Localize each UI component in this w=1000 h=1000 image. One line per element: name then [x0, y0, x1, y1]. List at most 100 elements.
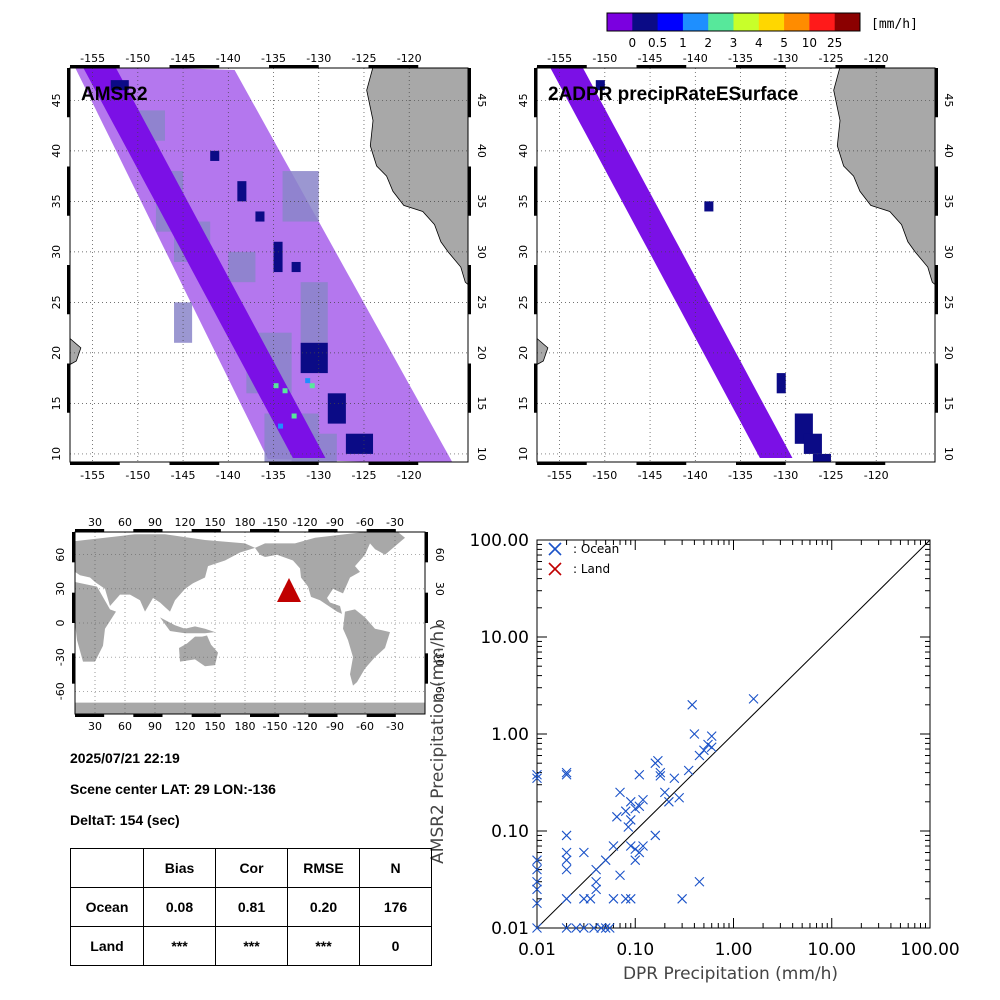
- scatter-point: [608, 841, 619, 851]
- stats-cell: ***: [215, 926, 288, 966]
- scatter-point: [669, 773, 680, 784]
- lon-tick-label: -150: [125, 52, 150, 65]
- frame-stripe: [736, 65, 786, 68]
- colorbar-tick-label: 2: [704, 36, 712, 50]
- scatter-point: [532, 773, 542, 784]
- lon-tick-label: -125: [818, 52, 843, 65]
- colorbar-tick-label: 1: [679, 36, 687, 50]
- scatter-point: [608, 893, 619, 904]
- frame-stripe: [250, 529, 280, 532]
- scatter-point: [561, 847, 572, 858]
- lat-tick-label: 10: [942, 447, 955, 461]
- panel-content: [537, 68, 935, 462]
- amsr2-gray-patch: [228, 251, 256, 283]
- statistics-table: Bias Cor RMSE N Ocean 0.08 0.81 0.20 176…: [70, 848, 432, 966]
- lat-tick-label: 30: [942, 245, 955, 259]
- point-stroke: [620, 806, 631, 817]
- heavy-rain-cell: [300, 342, 328, 374]
- scene-center: Scene center LAT: 29 LON:-136: [70, 781, 276, 797]
- intense-rain-pixel: [309, 383, 315, 389]
- lat-tick-label: 20: [475, 346, 488, 360]
- scatter-point: [630, 855, 641, 866]
- scatter-point: [532, 923, 542, 933]
- world-lon-tick-label: -90: [326, 516, 344, 529]
- frame-stripe: [368, 65, 419, 68]
- legend-label: : Ocean: [573, 542, 619, 556]
- frame-stripe: [67, 265, 70, 315]
- scatter-point: [532, 884, 542, 895]
- scatter-point: [625, 841, 636, 851]
- scatter-point: [596, 923, 607, 933]
- amsr2-gray-patch: [282, 171, 319, 222]
- world-lon-tick-label: -150: [263, 516, 288, 529]
- x-tick-label: 100.00: [900, 940, 959, 960]
- lon-tick-label: -130: [773, 469, 798, 482]
- lat-tick-label: 40: [50, 144, 63, 158]
- colorbar-tick-label: 0.5: [648, 36, 667, 50]
- lat-tick-label: 25: [475, 295, 488, 309]
- lon-tick-label: -120: [864, 52, 889, 65]
- frame-stripe: [935, 68, 938, 118]
- world-lat-tick-label: 60: [433, 548, 446, 562]
- heavy-rain-cell: [704, 201, 714, 212]
- point-stroke: [699, 745, 709, 756]
- lat-tick-label: 25: [50, 295, 63, 309]
- legend-stroke: [548, 562, 562, 576]
- panel-title: AMSR2: [81, 84, 148, 105]
- lat-tick-label: 20: [50, 346, 63, 360]
- north-america-land: [366, 68, 468, 286]
- amsr2-gray-patch: [300, 282, 328, 343]
- scatter-point: [591, 884, 602, 895]
- point-stroke: [578, 923, 589, 933]
- lon-tick-label: -155: [80, 469, 105, 482]
- heavy-rain-cell: [273, 241, 283, 273]
- scatter-point: [561, 767, 572, 778]
- frame-stripe: [534, 265, 537, 315]
- north-america-land: [833, 68, 935, 286]
- dpr-map-panel: -155 -155 -150 -150 -145 -145 -140 -140 -135 -135…: [517, 52, 955, 482]
- scatter-point: [532, 898, 542, 909]
- y-tick-label: 0.10: [491, 822, 529, 842]
- heavy-rain-cell: [327, 393, 346, 424]
- scatter-point: [561, 893, 572, 904]
- scatter-point: [689, 729, 700, 739]
- scatter-point: [591, 876, 602, 887]
- stats-header-n: N: [359, 848, 432, 888]
- scatter-point: [578, 847, 589, 858]
- lon-tick-label: -125: [351, 469, 376, 482]
- point-stroke: [653, 755, 663, 766]
- point-stroke: [615, 870, 625, 881]
- point-stroke: [604, 923, 615, 933]
- point-stroke: [561, 893, 572, 904]
- scatter-point: [634, 769, 645, 780]
- lon-tick-label: -150: [125, 469, 150, 482]
- world-lon-tick-label: -120: [293, 516, 318, 529]
- world-lat-tick-label: 30: [54, 582, 67, 596]
- x-axis-label: DPR Precipitation (mm/h): [623, 964, 838, 984]
- x-tick-label: 0.10: [616, 940, 654, 960]
- x-tick-label: 0.01: [518, 940, 556, 960]
- point-stroke: [596, 923, 607, 933]
- point-stroke: [664, 796, 674, 807]
- scatter-point: [615, 787, 625, 798]
- frame-stripe: [169, 462, 220, 465]
- panel-content: [70, 68, 468, 462]
- scatter-point: [532, 864, 542, 875]
- world-lon-tick-label: 150: [205, 720, 226, 733]
- y-tick-label: 0.01: [491, 919, 529, 939]
- frame-stripe: [736, 462, 786, 465]
- point-stroke: [706, 742, 717, 753]
- lon-tick-label: -120: [864, 469, 889, 482]
- point-stroke: [561, 847, 572, 858]
- lon-tick-label: -135: [261, 52, 286, 65]
- scatter-point: [591, 864, 602, 875]
- y-tick-label: 10.00: [480, 628, 529, 648]
- world-lat-tick-label: -60: [433, 682, 446, 700]
- stats-cell: 0.81: [215, 887, 288, 927]
- lat-tick-label: 45: [475, 93, 488, 107]
- point-stroke: [669, 773, 680, 784]
- point-stroke: [687, 699, 698, 710]
- point-stroke: [591, 876, 602, 887]
- frame-stripe: [250, 714, 280, 717]
